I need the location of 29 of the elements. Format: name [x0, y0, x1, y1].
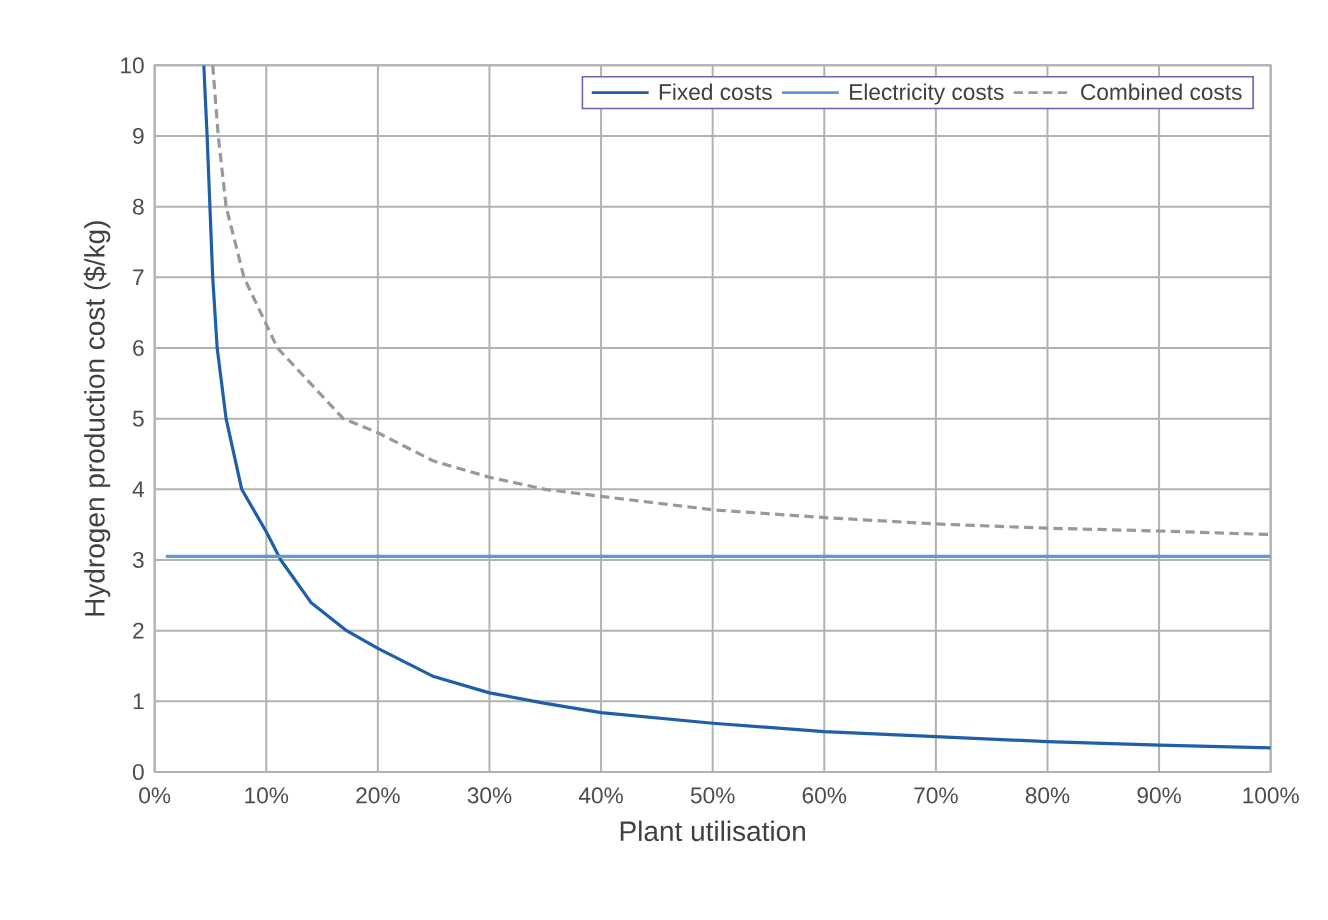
line-series: [211, 65, 1271, 537]
line-series: [202, 65, 1271, 750]
x-tick-label: 70%: [914, 787, 958, 804]
legend-label: Combined costs: [1081, 83, 1242, 101]
y-tick-label: 2: [133, 622, 144, 639]
y-axis-title: Hydrogen production cost ($/kg): [83, 221, 111, 616]
y-tick-label: 7: [133, 269, 144, 286]
x-tick-label: 100%: [1243, 787, 1299, 804]
y-tick-label: 8: [133, 198, 144, 215]
y-tick-label: 3: [132, 551, 144, 569]
y-tick-label: 9: [133, 127, 144, 145]
x-tick-label: 20%: [356, 787, 400, 804]
y-tick-label: 5: [132, 410, 144, 427]
x-tick-label: 60%: [802, 787, 847, 804]
x-tick-label: 50%: [690, 787, 735, 804]
x-tick-label: 80%: [1025, 787, 1070, 804]
y-tick-label: 4: [132, 481, 144, 498]
x-tick-label: 30%: [467, 787, 512, 804]
y-tick-label: 1: [133, 693, 144, 710]
legend-label: Fixed costs: [659, 83, 772, 101]
x-tick-label: 40%: [578, 787, 623, 804]
x-tick-label: 0%: [139, 787, 171, 804]
y-tick-label: 0: [132, 763, 144, 781]
legend-label: Electricity costs: [850, 83, 1004, 105]
y-tick-label: 10: [121, 57, 144, 74]
x-axis-title: Plant utilisation: [620, 820, 805, 842]
y-tick-label: 6: [133, 339, 144, 357]
x-tick-label: 10%: [245, 787, 289, 804]
x-tick-label: 90%: [1137, 787, 1181, 804]
